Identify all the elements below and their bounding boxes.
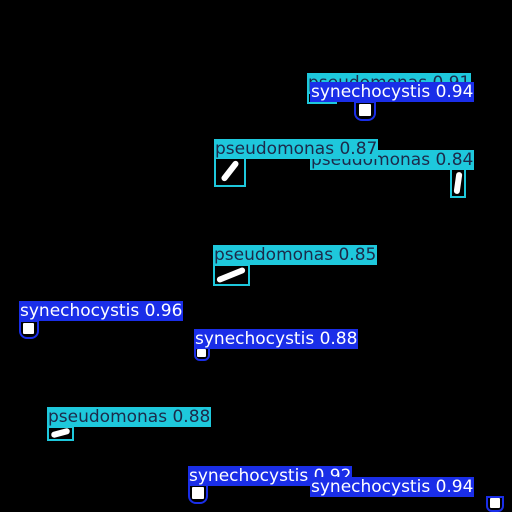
- synechocystis-label: synechocystis 0.94: [310, 477, 475, 497]
- synechocystis-cell: [192, 487, 204, 499]
- synechocystis-box: [486, 496, 504, 512]
- pseudomonas-box: [47, 426, 74, 441]
- synechocystis-box: [354, 101, 376, 121]
- synechocystis-cell: [197, 349, 206, 357]
- pseudomonas-box: [213, 264, 250, 286]
- synechocystis-label: synechocystis 0.96: [19, 301, 184, 321]
- synechocystis-cell: [490, 498, 500, 508]
- pseudomonas-label: pseudomonas 0.85: [213, 245, 378, 265]
- synechocystis-label: synechocystis 0.88: [194, 329, 359, 349]
- synechocystis-cell: [23, 323, 34, 334]
- synechocystis-box: [19, 320, 39, 339]
- synechocystis-label: synechocystis 0.94: [310, 82, 475, 102]
- pseudomonas-label: pseudomonas 0.87: [214, 139, 379, 159]
- pseudomonas-label: pseudomonas 0.88: [47, 407, 212, 427]
- synechocystis-cell: [359, 104, 371, 116]
